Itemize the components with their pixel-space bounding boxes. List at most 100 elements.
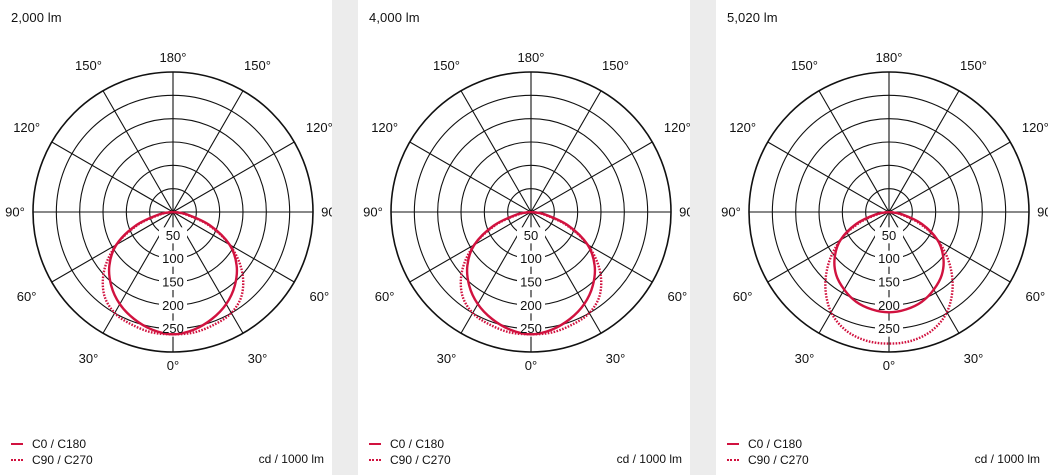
angle-label: 90°	[1037, 205, 1048, 220]
polar-chart: 50 100 150 200 250 180° 150° 150° 120° 120° 90° 90°…	[363, 50, 690, 373]
tick-label-background	[517, 297, 545, 314]
angle-label: 180°	[876, 50, 903, 65]
panel-title: 4,000 lm	[369, 10, 420, 25]
angle-label: 120°	[664, 120, 690, 135]
legend-label-c0: C0 / C180	[390, 437, 445, 451]
radial-tick-label: 150	[162, 275, 184, 290]
radial-tick-label: 100	[520, 251, 542, 266]
series-line-c90-c270	[824, 210, 954, 345]
polar-chart: 50 100 150 200 250 180° 150° 150° 120° 120° 90° 90°…	[721, 50, 1048, 373]
radial-tick-label: 200	[878, 298, 900, 313]
angle-label: 150°	[433, 58, 460, 73]
angle-label: 0°	[883, 358, 895, 373]
radial-tick-label: 150	[520, 275, 542, 290]
angle-label: 60°	[668, 289, 688, 304]
angle-label: 60°	[733, 289, 753, 304]
angle-label: 90°	[363, 205, 383, 220]
tick-label-background	[875, 297, 903, 314]
angle-label: 90°	[5, 205, 25, 220]
unit-label: cd / 1000 lm	[258, 452, 324, 466]
tick-label-background	[159, 250, 187, 267]
legend-item-c0: C0 / C180	[11, 436, 93, 452]
radial-tick-label: 100	[162, 251, 184, 266]
radial-tick-label: 200	[520, 298, 542, 313]
angle-label: 90°	[721, 205, 741, 220]
angle-label: 60°	[310, 289, 330, 304]
angle-label: 90°	[679, 205, 690, 220]
legend-item-c0: C0 / C180	[727, 436, 809, 452]
radial-tick-label: 200	[162, 298, 184, 313]
tick-label-background	[875, 227, 903, 244]
polar-chart: 50 100 150 200 250 180° 150° 150° 120° 120° 90° 90°…	[5, 50, 332, 373]
angle-label: 180°	[518, 50, 545, 65]
angle-label: 120°	[13, 120, 40, 135]
legend-label-c0: C0 / C180	[748, 437, 803, 451]
tick-label-background	[159, 297, 187, 314]
angle-label: 120°	[306, 120, 332, 135]
tick-label-background	[517, 274, 545, 290]
tick-label-background	[875, 320, 903, 337]
angle-label: 90°	[321, 205, 332, 220]
angle-label: 30°	[606, 351, 626, 366]
angle-label: 0°	[167, 358, 179, 373]
legend-label-c0: C0 / C180	[32, 437, 87, 451]
dotted-line-swatch	[727, 459, 739, 461]
angle-label: 30°	[437, 351, 457, 366]
unit-label: cd / 1000 lm	[974, 452, 1040, 466]
tick-label-background	[875, 274, 903, 290]
angle-label: 0°	[525, 358, 537, 373]
radial-tick-label: 250	[878, 321, 900, 336]
angle-label: 120°	[729, 120, 756, 135]
legend-item-c90: C90 / C270	[727, 452, 809, 468]
radial-tick-label: 250	[520, 321, 542, 336]
legend: C0 / C180 C90 / C270	[369, 436, 451, 468]
radial-tick-label: 50	[166, 228, 180, 243]
angle-label: 60°	[1026, 289, 1046, 304]
angle-label: 150°	[75, 58, 102, 73]
legend: C0 / C180 C90 / C270	[11, 436, 93, 468]
legend-label-c90: C90 / C270	[32, 453, 93, 467]
polar-panel-2000lm: 2,000 lm 50 100 150 200 250 180° 150° 150° 120° 1…	[0, 0, 332, 475]
tick-label-background	[517, 250, 545, 267]
angle-label: 30°	[795, 351, 815, 366]
polar-panel-5020lm: 5,020 lm 50 100 150 200 250 180° 150° 150° 120° 1…	[716, 0, 1048, 475]
angle-label: 150°	[960, 58, 987, 73]
tick-label-background	[517, 227, 545, 244]
solid-line-swatch	[727, 443, 739, 445]
unit-label: cd / 1000 lm	[616, 452, 682, 466]
dotted-line-swatch	[369, 459, 381, 461]
angle-label: 30°	[248, 351, 268, 366]
angle-label: 150°	[791, 58, 818, 73]
radial-tick-label: 50	[524, 228, 538, 243]
angle-label: 120°	[1022, 120, 1048, 135]
tick-label-background	[159, 274, 187, 290]
tick-label-background	[875, 250, 903, 267]
legend-label-c90: C90 / C270	[748, 453, 809, 467]
legend-item-c0: C0 / C180	[369, 436, 451, 452]
angle-label: 180°	[160, 50, 187, 65]
angle-label: 120°	[371, 120, 398, 135]
legend-item-c90: C90 / C270	[11, 452, 93, 468]
solid-line-swatch	[11, 443, 23, 445]
angle-label: 30°	[79, 351, 99, 366]
radial-tick-label: 150	[878, 275, 900, 290]
angle-label: 30°	[964, 351, 984, 366]
solid-line-swatch	[369, 443, 381, 445]
legend: C0 / C180 C90 / C270	[727, 436, 809, 468]
series-line-c90-c270	[101, 210, 245, 336]
panel-title: 5,020 lm	[727, 10, 778, 25]
legend-item-c90: C90 / C270	[369, 452, 451, 468]
tick-label-background	[159, 227, 187, 244]
angle-label: 60°	[17, 289, 37, 304]
radial-tick-label: 50	[882, 228, 896, 243]
dotted-line-swatch	[11, 459, 23, 461]
panel-title: 2,000 lm	[11, 10, 62, 25]
angle-label: 150°	[602, 58, 629, 73]
angle-label: 150°	[244, 58, 271, 73]
angle-label: 60°	[375, 289, 395, 304]
legend-label-c90: C90 / C270	[390, 453, 451, 467]
radial-tick-label: 250	[162, 321, 184, 336]
polar-panel-4000lm: 4,000 lm 50 100 150 200 250 180° 150° 150° 120° 1…	[358, 0, 690, 475]
series-line-c90-c270	[459, 210, 603, 336]
